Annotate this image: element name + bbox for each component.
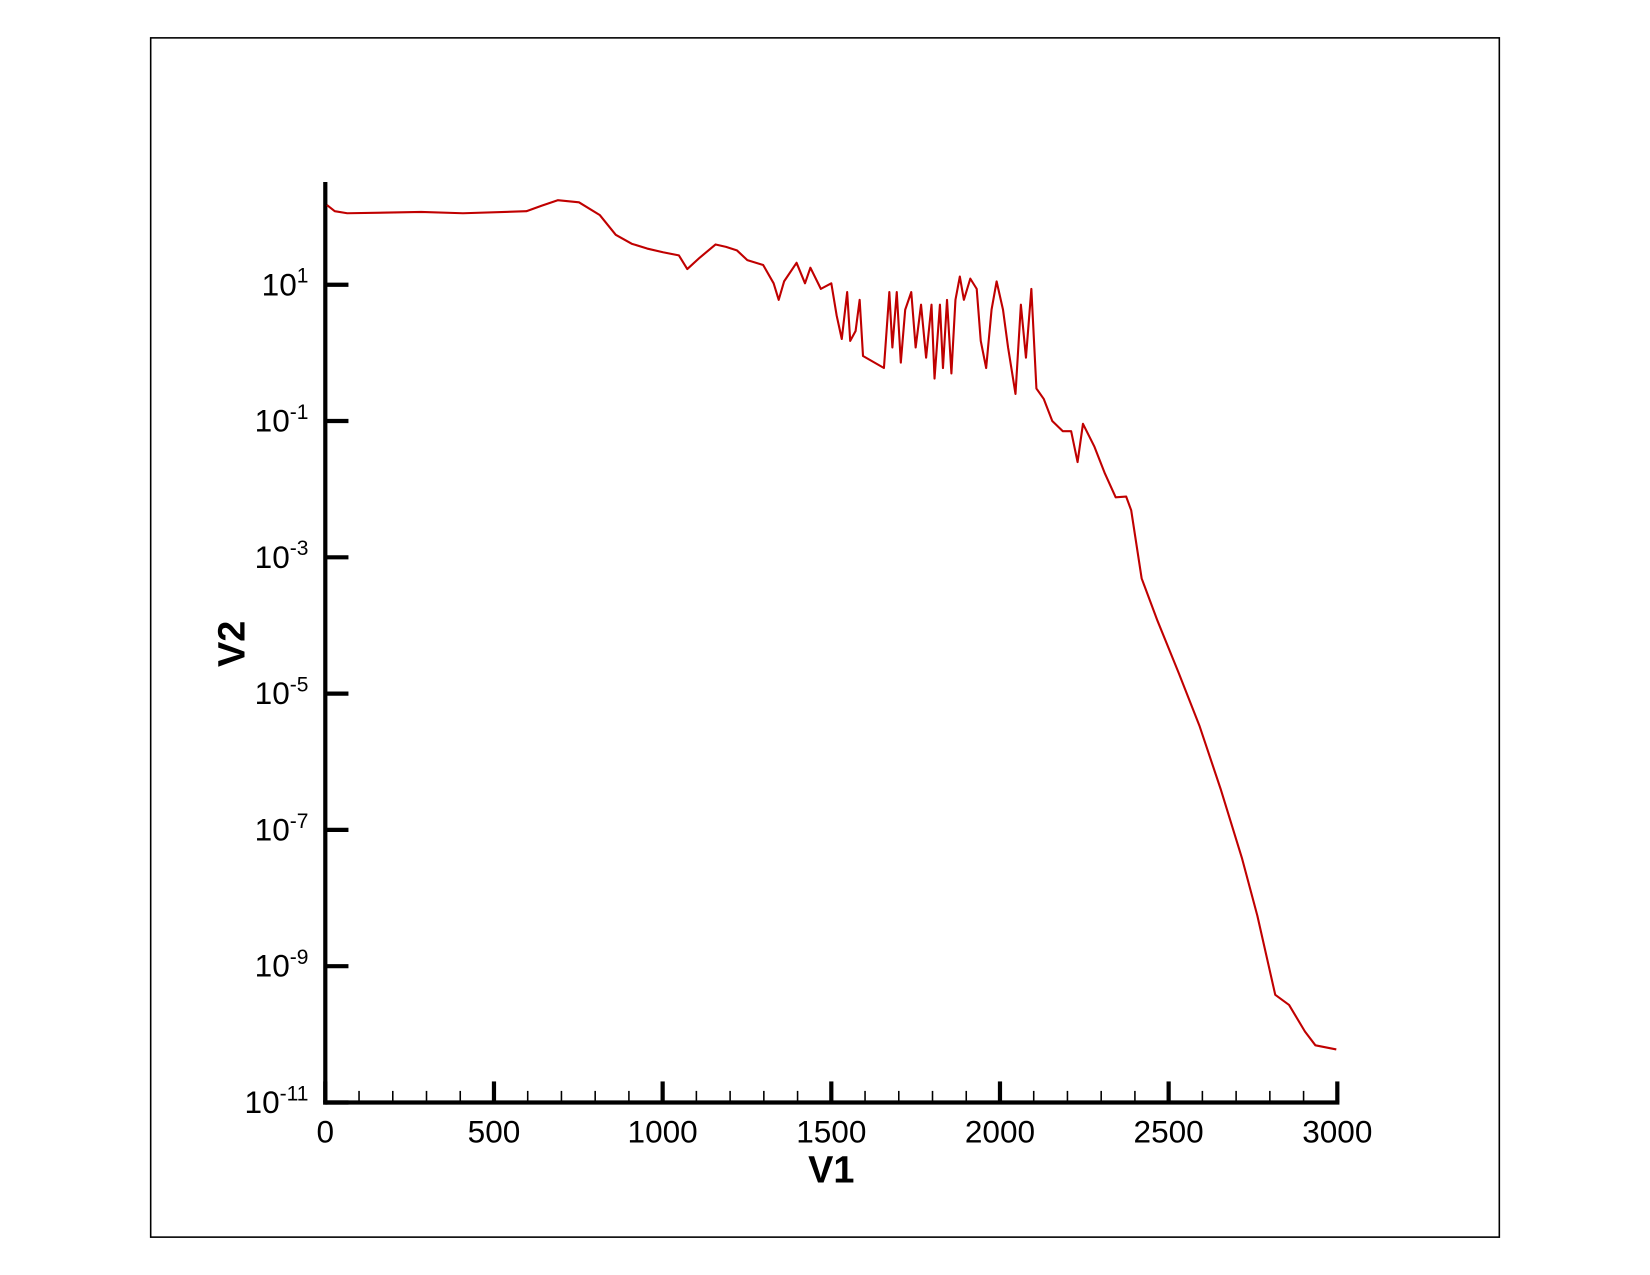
y-tick-exponent: -5 (290, 674, 309, 697)
y-tick-label: 101 (262, 265, 309, 303)
y-tick-exponent: -7 (290, 810, 309, 833)
y-tick-base: 10 (262, 266, 297, 302)
x-tick-label: 2000 (965, 1113, 1035, 1149)
y-tick-exponent: -1 (290, 401, 309, 424)
x-tick-label: 3000 (1302, 1113, 1372, 1149)
x-axis-label: V1 (808, 1149, 854, 1191)
y-axis-label: V2 (211, 621, 253, 667)
y-tick-base: 10 (245, 1084, 280, 1120)
x-tick-label: 2500 (1134, 1113, 1204, 1149)
x-tick-label: 500 (468, 1113, 521, 1149)
y-tick-base: 10 (255, 811, 290, 847)
y-tick-label: 10-11 (245, 1082, 309, 1120)
y-tick-label: 10-1 (255, 401, 309, 439)
y-tick-base: 10 (255, 948, 290, 984)
x-tick-label: 1500 (796, 1113, 866, 1149)
frame (149, 37, 1501, 1238)
y-tick-label: 10-9 (255, 946, 309, 984)
y-tick-label: 10-7 (255, 810, 309, 848)
y-tick-label: 10-3 (255, 537, 309, 575)
y-tick-base: 10 (255, 403, 290, 439)
y-tick-exponent: -11 (280, 1082, 309, 1105)
x-tick-label: 0 (317, 1113, 335, 1149)
y-tick-base: 10 (255, 675, 290, 711)
x-tick-label: 1000 (628, 1113, 698, 1149)
y-tick-exponent: 1 (297, 265, 309, 288)
y-tick-exponent: -3 (290, 537, 309, 560)
data-line (326, 199, 1337, 1051)
y-tick-base: 10 (255, 539, 290, 575)
y-tick-label: 10-5 (255, 674, 309, 712)
y-tick-exponent: -9 (290, 946, 309, 969)
